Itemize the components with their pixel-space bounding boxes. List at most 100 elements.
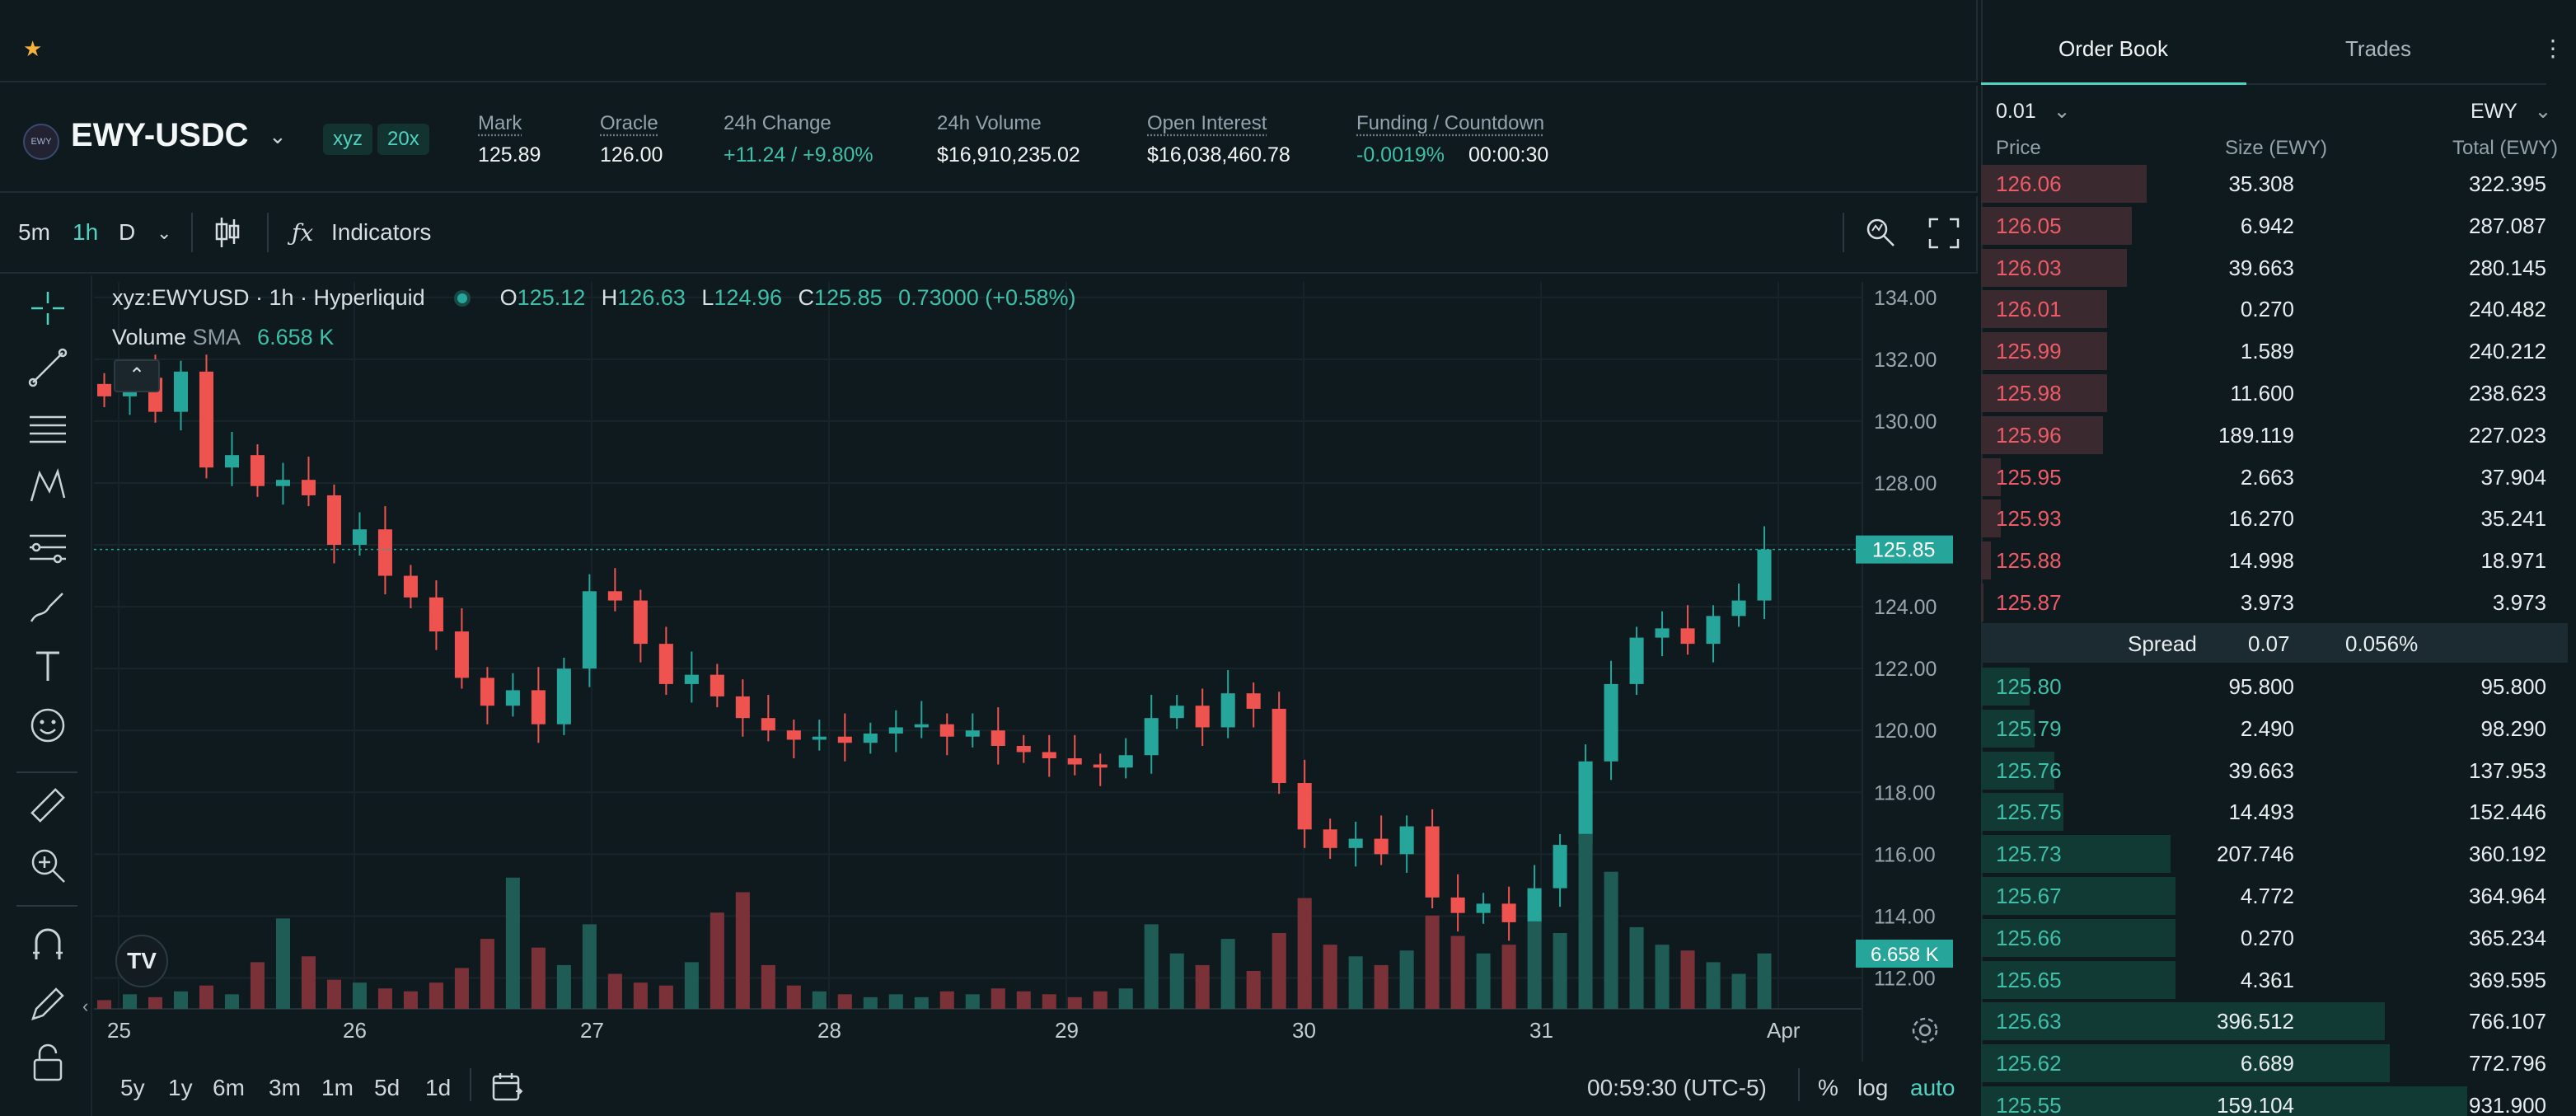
- ask-row[interactable]: 125.88 14.998 18.971: [1981, 540, 2561, 581]
- bid-row[interactable]: 125.67 4.772 364.964: [1981, 875, 2561, 917]
- bid-row[interactable]: 125.75 14.493 152.446: [1981, 791, 2561, 832]
- pattern-icon[interactable]: [26, 465, 69, 508]
- candle-body: [224, 455, 240, 468]
- chart-time: 00:59:30 (UTC-5): [1587, 1075, 1767, 1100]
- tag-dex: xyz: [323, 124, 372, 155]
- candle-body: [761, 718, 775, 731]
- coin-logo: EWY: [23, 124, 59, 160]
- ask-row[interactable]: 126.01 0.270 240.482: [1981, 288, 2561, 330]
- brush-icon[interactable]: [26, 585, 69, 628]
- crosshair-icon[interactable]: [26, 287, 69, 330]
- collapse-legend-button[interactable]: ⌃: [114, 359, 160, 392]
- ask-row[interactable]: 125.99 1.589 240.212: [1981, 331, 2561, 372]
- bid-row[interactable]: 125.73 207.746 360.192: [1981, 833, 2561, 875]
- interval-1h[interactable]: 1h: [73, 219, 99, 245]
- candle-body: [633, 600, 648, 645]
- auto-scale-toggle[interactable]: auto: [1910, 1075, 1955, 1100]
- text-icon[interactable]: [26, 645, 69, 687]
- candle-body: [991, 730, 1005, 746]
- ask-row[interactable]: 126.05 6.942 287.087: [1981, 205, 2561, 246]
- bid-row[interactable]: 125.62 6.689 772.796: [1981, 1043, 2561, 1084]
- y-tick-label: 130.00: [1874, 410, 1937, 434]
- volume-bar: [1093, 991, 1108, 1009]
- range-1d[interactable]: 1d: [425, 1075, 452, 1100]
- ask-size: 0.270: [2240, 297, 2294, 322]
- lock-icon[interactable]: [26, 1042, 69, 1085]
- volume-bar: [429, 982, 443, 1009]
- ask-row[interactable]: 126.06 35.308 322.395: [1981, 163, 2561, 204]
- bid-row[interactable]: 125.63 396.512 766.107: [1981, 1001, 2561, 1042]
- legend-l-label: L: [701, 285, 714, 310]
- interval-5m[interactable]: 5m: [18, 219, 50, 245]
- chevron-down-icon[interactable]: ⌄: [269, 124, 287, 148]
- range-1m[interactable]: 1m: [321, 1075, 354, 1100]
- bid-row[interactable]: 125.79 2.490 98.290: [1981, 708, 2561, 749]
- tradingview-logo-icon[interactable]: TV: [115, 935, 168, 987]
- interval-d[interactable]: D: [119, 219, 136, 245]
- tick-size-select[interactable]: 0.01 ⌄: [1996, 99, 2071, 124]
- candle-body: [1706, 616, 1721, 645]
- range-3m[interactable]: 3m: [269, 1075, 301, 1100]
- range-5y[interactable]: 5y: [120, 1075, 145, 1100]
- range-5d[interactable]: 5d: [374, 1075, 400, 1100]
- volume-bar: [1042, 994, 1056, 1009]
- pair-name[interactable]: EWY-USDC: [71, 117, 249, 153]
- zoom-search-icon[interactable]: [1864, 216, 1897, 249]
- bid-size: 4.361: [2240, 967, 2294, 992]
- collapse-toolbar-icon[interactable]: ‹: [82, 996, 89, 1016]
- more-options-icon[interactable]: ⋮: [2541, 35, 2564, 61]
- candle-body: [710, 674, 724, 696]
- magnet-icon[interactable]: [26, 923, 69, 966]
- y-tick-label: 114.00: [1874, 905, 1936, 928]
- volume-bar: [1272, 933, 1286, 1009]
- range-1y[interactable]: 1y: [168, 1075, 193, 1100]
- toolbar-divider: [16, 905, 77, 907]
- price-chart[interactable]: 134.00132.00130.00128.00126.00124.00122.…: [94, 275, 1978, 1062]
- function-icon[interactable]: ƒx: [292, 219, 314, 246]
- fullscreen-icon[interactable]: [1928, 218, 1960, 249]
- ruler-icon[interactable]: [26, 785, 69, 828]
- ask-row[interactable]: 125.93 16.270 35.241: [1981, 498, 2561, 539]
- bid-row[interactable]: 125.65 4.361 369.595: [1981, 959, 2561, 1001]
- bid-size: 95.800: [2228, 674, 2294, 699]
- log-scale-toggle[interactable]: log: [1857, 1075, 1889, 1100]
- ask-row[interactable]: 125.87 3.973 3.973: [1981, 582, 2561, 623]
- unit-select[interactable]: EWY ⌄: [2471, 99, 2551, 124]
- bid-depth-bar: [1981, 1044, 2390, 1083]
- volume-value: $16,910,235.02: [937, 143, 1080, 166]
- pencil-lock-icon[interactable]: [26, 982, 69, 1025]
- y-tick-label: 124.00: [1874, 596, 1937, 619]
- date-range-icon[interactable]: [491, 1071, 524, 1103]
- bid-row[interactable]: 125.66 0.270 365.234: [1981, 917, 2561, 959]
- candle-body: [173, 371, 189, 412]
- candle-body: [914, 724, 929, 728]
- tab-order-book[interactable]: Order Book: [2058, 36, 2168, 61]
- horizontal-lines-icon[interactable]: [26, 407, 69, 450]
- bid-total: 152.446: [2469, 799, 2546, 825]
- tab-trades[interactable]: Trades: [2345, 36, 2411, 61]
- bid-row[interactable]: 125.76 39.663 137.953: [1981, 750, 2561, 791]
- candle-body: [1425, 826, 1440, 898]
- emoji-icon[interactable]: [26, 704, 69, 747]
- interval-chevron-icon[interactable]: ⌄: [157, 223, 172, 243]
- ask-row[interactable]: 125.98 11.600 238.623: [1981, 373, 2561, 414]
- zoom-in-icon[interactable]: [26, 844, 69, 887]
- candle-body: [352, 529, 367, 546]
- range-6m[interactable]: 6m: [213, 1075, 245, 1100]
- ask-row[interactable]: 126.03 39.663 280.145: [1981, 247, 2561, 288]
- trend-line-icon[interactable]: [26, 346, 69, 389]
- volume-bar: [710, 912, 724, 1009]
- candle-body: [735, 696, 750, 719]
- indicators-button[interactable]: Indicators: [331, 219, 432, 245]
- candle-type-icon[interactable]: [214, 216, 241, 249]
- fib-icon[interactable]: [26, 526, 69, 569]
- ask-row[interactable]: 125.96 189.119 227.023: [1981, 415, 2561, 456]
- settings-icon[interactable]: [1910, 1015, 1940, 1045]
- candle-body: [1731, 600, 1746, 617]
- bid-row[interactable]: 125.55 159.104 931.900: [1981, 1085, 2561, 1116]
- volume-bar: [531, 947, 546, 1009]
- ask-row[interactable]: 125.95 2.663 37.904: [1981, 457, 2561, 498]
- star-icon[interactable]: ★: [23, 36, 43, 61]
- percent-scale-toggle[interactable]: %: [1818, 1075, 1838, 1100]
- bid-row[interactable]: 125.80 95.800 95.800: [1981, 666, 2561, 707]
